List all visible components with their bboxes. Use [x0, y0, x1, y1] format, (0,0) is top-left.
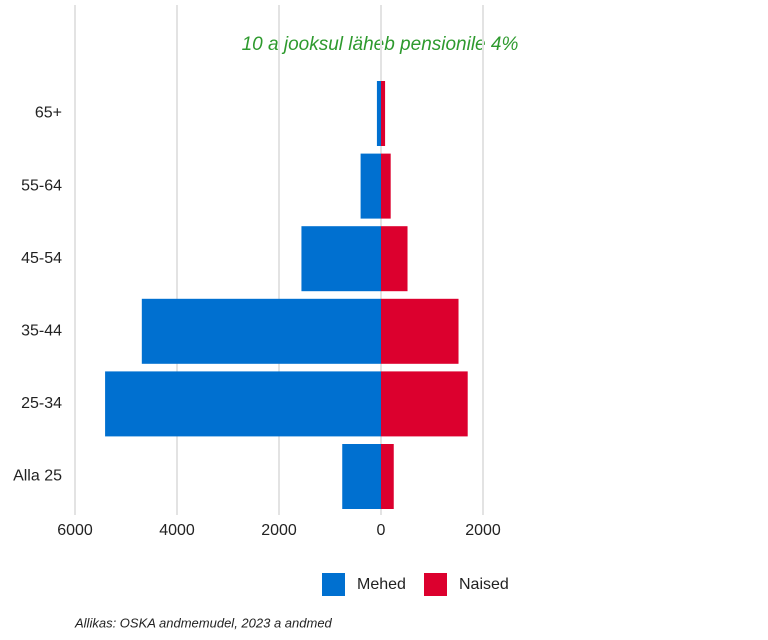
bar	[376, 81, 381, 146]
legend-swatch	[322, 573, 345, 596]
x-tick-label: 2000	[261, 522, 297, 539]
bar	[141, 298, 381, 364]
bar	[381, 298, 459, 364]
legend-swatch	[424, 573, 447, 596]
source-note: Allikas: OSKA andmemudel, 2023 a andmed	[74, 615, 333, 630]
y-tick-label: 45-54	[21, 250, 62, 267]
bar	[301, 226, 381, 292]
bar	[342, 444, 381, 509]
bar	[381, 444, 394, 509]
y-tick-label: 35-44	[21, 323, 62, 340]
y-tick-label: 55-64	[21, 177, 62, 194]
x-tick-label: 4000	[159, 522, 195, 539]
legend-label: Mehed	[357, 576, 406, 593]
x-tick-label: 6000	[57, 522, 93, 539]
x-tick-label: 2000	[465, 522, 501, 539]
y-tick-label: 65+	[35, 105, 62, 122]
y-tick-label: 25-34	[21, 395, 62, 412]
x-tick-label: 0	[377, 522, 386, 539]
bar	[360, 153, 381, 219]
bar	[381, 371, 468, 437]
bar	[381, 226, 408, 292]
y-tick-label: Alla 25	[13, 468, 62, 485]
legend-label: Naised	[459, 576, 509, 593]
bar	[381, 153, 391, 219]
bar	[381, 81, 386, 146]
bar	[105, 371, 381, 437]
